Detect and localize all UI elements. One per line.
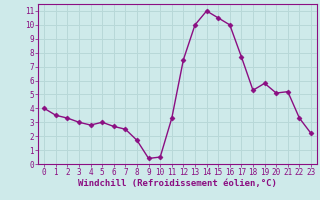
X-axis label: Windchill (Refroidissement éolien,°C): Windchill (Refroidissement éolien,°C) (78, 179, 277, 188)
